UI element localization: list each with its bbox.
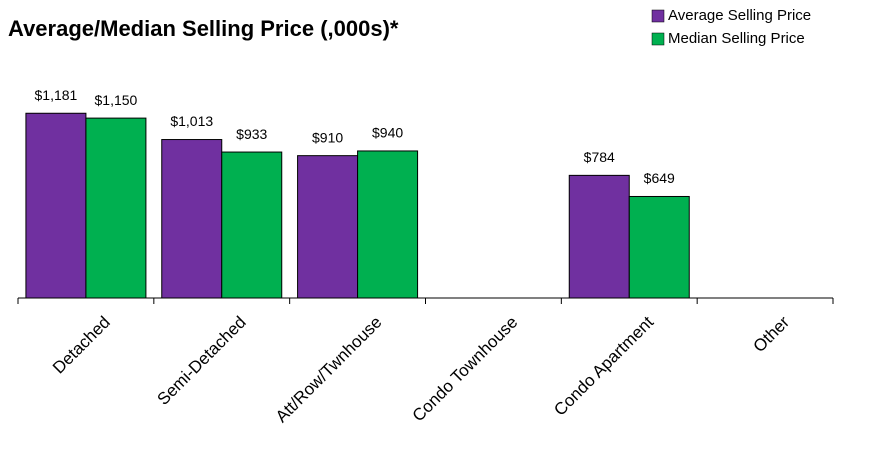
bar: [25, 112, 87, 299]
x-tick-label: Detached: [49, 313, 114, 378]
legend-label: Median Selling Price: [668, 30, 805, 47]
data-label: $784: [584, 149, 615, 165]
bar: [221, 151, 283, 299]
x-tick-label: Condo Apartment: [550, 312, 657, 419]
bar: [297, 155, 359, 299]
x-tick-label: Semi-Detached: [153, 313, 249, 409]
data-label: $1,013: [170, 113, 213, 129]
data-label: $940: [372, 125, 403, 141]
bar: [628, 195, 690, 299]
x-tick-label: Condo Townhouse: [409, 313, 522, 426]
data-label: $1,150: [95, 92, 138, 108]
data-label: $910: [312, 129, 343, 145]
legend-swatch: [651, 9, 665, 23]
legend-label: Average Selling Price: [668, 7, 811, 24]
data-label: $649: [644, 170, 675, 186]
bar: [161, 139, 223, 299]
x-tick-label: Att/Row/Twnhouse: [272, 313, 386, 427]
data-label: $933: [236, 126, 267, 142]
legend-swatch: [651, 32, 665, 46]
bar: [568, 174, 630, 299]
bar: [85, 117, 147, 299]
data-label: $1,181: [35, 87, 78, 103]
chart-title: Average/Median Selling Price (,000s)*: [8, 16, 399, 41]
bar: [357, 150, 419, 299]
x-tick-label: Other: [750, 312, 794, 356]
